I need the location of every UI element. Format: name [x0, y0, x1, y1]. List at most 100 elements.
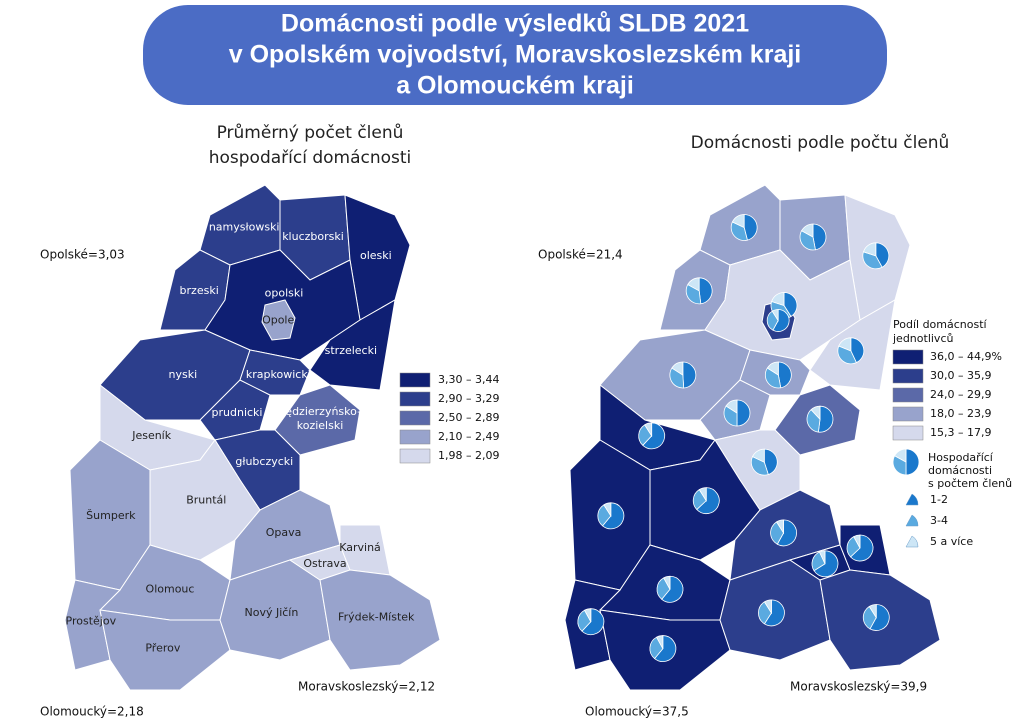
legend-swatch — [399, 429, 431, 445]
pie-slice — [868, 604, 877, 619]
pie-slice — [649, 636, 664, 660]
district-label: Opole — [262, 314, 294, 327]
legend-label: 2,10 – 2,49 — [438, 430, 499, 443]
legend-wedge — [905, 535, 919, 548]
pie-slice — [777, 361, 792, 389]
district-label: Šumperk — [86, 509, 136, 522]
legend-swatch — [399, 391, 431, 407]
pie-slice — [776, 519, 784, 535]
region-total: Opolské=21,4 — [538, 248, 623, 262]
legend-label: 5 a více — [930, 535, 973, 548]
pie-slice — [663, 575, 671, 590]
legend-label: 15,3 – 17,9 — [930, 426, 991, 439]
pie-slice — [698, 277, 713, 305]
district-label: kędzierzyńsko- — [279, 405, 361, 418]
legend-label: 3,30 – 3,44 — [438, 373, 499, 386]
pie-slice — [810, 405, 821, 421]
region-total: Opolské=3,03 — [40, 248, 125, 262]
pie-slice — [766, 310, 779, 331]
district-label: brzeski — [180, 284, 219, 297]
legend-swatch — [399, 448, 431, 464]
district-label: Ostrava — [303, 557, 346, 570]
region-total: Olomoucký=37,5 — [585, 705, 689, 719]
pie-slice — [654, 635, 677, 662]
pie-slice — [862, 242, 877, 257]
pie-slice — [656, 577, 671, 600]
district-label: prudnicki — [212, 406, 263, 419]
pie-slice — [661, 575, 684, 603]
district-label: Karviná — [339, 541, 381, 554]
pie-slice — [771, 309, 779, 322]
legend-title: s počtem členů — [928, 477, 1012, 490]
region-total: Moravskoslezský=2,12 — [298, 680, 435, 694]
pie-slice — [671, 361, 684, 376]
legend-swatch — [399, 372, 431, 388]
district-label: Bruntál — [186, 494, 226, 507]
pie-slice — [656, 635, 664, 649]
district-label: strzelecki — [325, 344, 377, 357]
pie-slice — [799, 230, 816, 251]
district-label: kozielski — [297, 419, 344, 432]
pie-slice — [687, 277, 700, 292]
legend-label: 3-4 — [930, 514, 948, 527]
legend-label: 2,50 – 2,89 — [438, 411, 499, 424]
district-label: głubczycki — [235, 455, 293, 468]
pie-slice — [853, 534, 861, 549]
pie-slice — [603, 502, 612, 518]
region-total: Olomoucký=2,18 — [40, 705, 144, 719]
district — [199, 379, 271, 441]
district-label: Olomouc — [146, 582, 195, 595]
district — [261, 299, 296, 341]
pie-slice — [801, 223, 814, 238]
pie-slice — [837, 345, 857, 365]
legend-title: Hospodařící — [928, 451, 994, 464]
pie-slice — [669, 367, 685, 389]
district-label: nyski — [169, 368, 198, 381]
pie-slice — [750, 456, 769, 476]
legend-label: 30,0 – 35,9 — [930, 369, 991, 382]
header-title: v Opolském vojvodství, Moravskoslezském … — [229, 41, 802, 69]
legend-title: jednotlivců — [892, 332, 953, 345]
pie-slice — [758, 601, 772, 625]
district-label: oleski — [360, 249, 392, 262]
pie-slice — [772, 309, 790, 332]
pie-slice — [838, 337, 852, 352]
pie-slice — [813, 550, 839, 578]
district-label: Opava — [266, 526, 302, 539]
map-title: Domácnosti podle počtu členů — [691, 133, 950, 153]
district-label: namysłowski — [209, 221, 280, 234]
legend-label: 1,98 – 2,09 — [438, 449, 499, 462]
legend-swatch — [892, 406, 924, 422]
pie-slice — [584, 608, 592, 622]
pie-slice — [812, 223, 827, 251]
district-label: opolski — [265, 287, 304, 300]
district-label: Frýdek-Místek — [338, 611, 415, 624]
pie-slice — [725, 399, 738, 414]
legend-wedge — [905, 493, 919, 506]
legend-label: 24,0 – 29,9 — [930, 388, 991, 401]
legend-title: domácnosti — [928, 464, 992, 477]
district-label: Nový Jičín — [244, 606, 298, 619]
pie-slice — [776, 519, 797, 547]
pie-slice — [644, 422, 653, 438]
district-label: kluczborski — [282, 230, 344, 243]
pie-slice — [763, 599, 785, 627]
region-total: Moravskoslezský=39,9 — [790, 680, 927, 694]
pie-slice — [577, 609, 592, 632]
pie-slice — [751, 448, 765, 463]
district-label: krapkowicki — [246, 368, 311, 381]
pie-slice — [698, 487, 707, 503]
pie-slice — [642, 422, 666, 450]
legend-swatch — [892, 387, 924, 403]
pie-slice — [763, 599, 772, 615]
legend-swatch — [892, 349, 924, 365]
map-title: Průměrný počet členů — [217, 123, 404, 143]
map-title: hospodařící domácnosti — [209, 148, 412, 168]
pie-slice — [849, 534, 874, 562]
legend-label: 18,0 – 23,9 — [930, 407, 991, 420]
pie-slice — [869, 604, 890, 631]
pie-slice — [696, 487, 720, 514]
legend-label: 2,90 – 3,29 — [438, 392, 499, 405]
pie-slice — [850, 337, 865, 364]
legend-swatch — [399, 410, 431, 426]
